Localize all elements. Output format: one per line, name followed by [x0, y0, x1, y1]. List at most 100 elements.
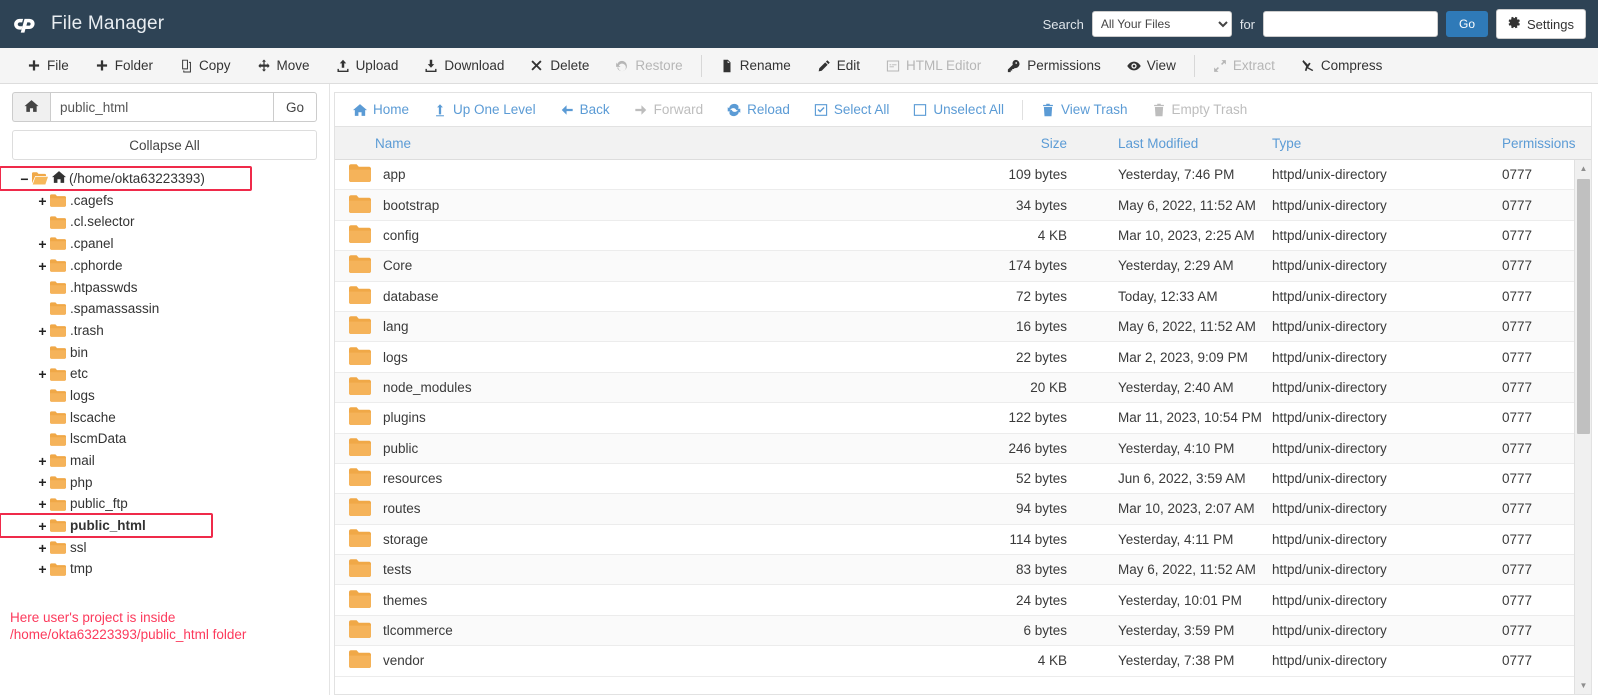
tree-node-ssl[interactable]: + ssl	[12, 537, 317, 559]
expand-icon[interactable]: +	[38, 366, 47, 383]
collapse-all-button[interactable]: Collapse All	[12, 130, 317, 160]
search-go-button[interactable]: Go	[1446, 11, 1489, 37]
file-name-cell[interactable]: config	[335, 225, 965, 246]
settings-button[interactable]: Settings	[1496, 9, 1586, 39]
path-go-button[interactable]: Go	[273, 92, 317, 122]
expand-icon[interactable]: +	[38, 235, 47, 252]
file-name-cell[interactable]: logs	[335, 346, 965, 368]
file-name-cell[interactable]: app	[335, 164, 965, 185]
expand-icon[interactable]: +	[38, 452, 47, 469]
vertical-scrollbar[interactable]: ▲ ▼	[1574, 160, 1591, 694]
toolbar-permissions-button[interactable]: Permissions	[994, 48, 1114, 83]
file-name-cell[interactable]: tlcommerce	[335, 620, 965, 641]
expand-icon[interactable]: +	[38, 474, 47, 491]
tree-node-tmp[interactable]: + tmp	[12, 558, 317, 580]
file-name-cell[interactable]: lang	[335, 316, 965, 337]
toolbar-move-button[interactable]: Move	[244, 48, 323, 83]
file-name-cell[interactable]: storage	[335, 529, 965, 550]
column-header-last-modified[interactable]: Last Modified	[1118, 135, 1199, 151]
file-name-cell[interactable]: Core	[335, 255, 965, 276]
tree-node-etc[interactable]: + etc	[12, 363, 317, 385]
nav-home-button[interactable]: Home	[341, 93, 421, 126]
file-row[interactable]: vendor 4 KB Yesterday, 7:38 PM httpd/unix-d…	[335, 646, 1591, 677]
nav-back-button[interactable]: Back	[548, 93, 622, 126]
file-name-cell[interactable]: tests	[335, 559, 965, 580]
nav-select-all-button[interactable]: Select All	[802, 93, 902, 126]
tree-node-public_ftp[interactable]: + public_ftp	[12, 493, 317, 515]
file-row[interactable]: resources 52 bytes Jun 6, 2022, 3:59 AM htt…	[335, 463, 1591, 495]
column-header-permissions[interactable]: Permissions	[1502, 135, 1576, 151]
expand-icon[interactable]: +	[38, 561, 47, 578]
file-row[interactable]: logs 22 bytes Mar 2, 2023, 9:09 PM httpd/un…	[335, 342, 1591, 373]
toolbar-view-button[interactable]: View	[1114, 48, 1189, 83]
file-name-cell[interactable]: plugins	[335, 407, 965, 428]
tree-node-public_html[interactable]: + public_html	[0, 513, 317, 538]
tree-node-lscache[interactable]: +lscache	[12, 407, 317, 429]
file-name-cell[interactable]: vendor	[335, 650, 965, 671]
column-header-type[interactable]: Type	[1272, 135, 1302, 151]
scroll-up-arrow-icon[interactable]: ▲	[1579, 164, 1588, 173]
nav-view-trash-button[interactable]: View Trash	[1029, 93, 1140, 126]
file-row[interactable]: plugins 122 bytes Mar 11, 2023, 10:54 PM ht…	[335, 403, 1591, 434]
expand-icon[interactable]: +	[38, 539, 47, 556]
file-name-cell[interactable]: database	[335, 285, 965, 307]
file-name-cell[interactable]: resources	[335, 468, 965, 489]
toolbar-edit-button[interactable]: Edit	[804, 48, 873, 83]
toolbar-compress-button[interactable]: Compress	[1288, 48, 1396, 83]
file-name-cell[interactable]: public	[335, 437, 965, 459]
toolbar-delete-button[interactable]: Delete	[517, 48, 602, 83]
tree-node-mail[interactable]: + mail	[12, 450, 317, 472]
file-row[interactable]: routes 94 bytes Mar 10, 2023, 2:07 AM httpd…	[335, 494, 1591, 525]
nav-up-one-level-button[interactable]: Up One Level	[421, 93, 548, 126]
file-row[interactable]: tests 83 bytes May 6, 2022, 11:52 AM httpd/…	[335, 555, 1591, 586]
expand-icon[interactable]: +	[38, 517, 47, 534]
column-header-size[interactable]: Size	[1040, 135, 1067, 151]
file-row[interactable]: Core 174 bytes Yesterday, 2:29 AM httpd/uni…	[335, 251, 1591, 282]
tree-node-htpasswds[interactable]: +.htpasswds	[12, 276, 317, 298]
file-row[interactable]: lang 16 bytes May 6, 2022, 11:52 AM httpd/u…	[335, 311, 1591, 343]
file-row[interactable]: themes 24 bytes Yesterday, 10:01 PM httpd/u…	[335, 585, 1591, 616]
file-row[interactable]: bootstrap 34 bytes May 6, 2022, 11:52 AM ht…	[335, 190, 1591, 221]
column-header-name[interactable]: Name	[375, 135, 412, 151]
tree-node-php[interactable]: + php	[12, 472, 317, 494]
tree-node-homeokta63223393[interactable]: − (/home/okta63223393)	[0, 166, 317, 191]
scroll-down-arrow-icon[interactable]: ▼	[1579, 681, 1588, 690]
file-name-cell[interactable]: themes	[335, 589, 965, 611]
toolbar-copy-button[interactable]: Copy	[166, 48, 244, 83]
file-row[interactable]: config 4 KB Mar 10, 2023, 2:25 AM httpd/uni…	[335, 220, 1591, 252]
file-row[interactable]: storage 114 bytes Yesterday, 4:11 PM httpd/…	[335, 524, 1591, 556]
toolbar-download-button[interactable]: Download	[411, 48, 517, 83]
collapse-icon[interactable]: −	[20, 170, 29, 187]
tree-node-spamassassin[interactable]: +.spamassassin	[12, 298, 317, 320]
tree-node-bin[interactable]: +bin	[12, 342, 317, 364]
expand-icon[interactable]: +	[38, 257, 47, 274]
search-scope-select[interactable]: All Your Files	[1091, 11, 1232, 37]
file-row[interactable]: database 72 bytes Today, 12:33 AM httpd/uni…	[335, 281, 1591, 312]
tree-node-logs[interactable]: +logs	[12, 385, 317, 407]
search-input[interactable]	[1263, 11, 1438, 37]
sidebar-home-button[interactable]	[12, 92, 50, 122]
tree-node-lscmdata[interactable]: +lscmData	[12, 428, 317, 450]
nav-reload-button[interactable]: Reload	[715, 93, 802, 126]
nav-unselect-all-button[interactable]: Unselect All	[901, 93, 1016, 126]
file-name-cell[interactable]: bootstrap	[335, 194, 965, 216]
expand-icon[interactable]: +	[38, 496, 47, 513]
expand-icon[interactable]: +	[38, 192, 47, 209]
file-row[interactable]: app 109 bytes Yesterday, 7:46 PM httpd/unix…	[335, 160, 1591, 191]
file-row[interactable]: public 246 bytes Yesterday, 4:10 PM httpd/u…	[335, 433, 1591, 464]
tree-node-cpanel[interactable]: + .cpanel	[12, 233, 317, 255]
toolbar-folder-button[interactable]: Folder	[82, 48, 166, 83]
tree-node-clselector[interactable]: +.cl.selector	[12, 211, 317, 233]
file-row[interactable]: tlcommerce 6 bytes Yesterday, 3:59 PM httpd…	[335, 615, 1591, 647]
toolbar-upload-button[interactable]: Upload	[323, 48, 412, 83]
path-input[interactable]	[50, 92, 273, 122]
toolbar-rename-button[interactable]: Rename	[707, 48, 804, 83]
file-name-cell[interactable]: routes	[335, 498, 965, 519]
file-row[interactable]: node_modules 20 KB Yesterday, 2:40 AM httpd…	[335, 372, 1591, 404]
file-name-cell[interactable]: node_modules	[335, 377, 965, 398]
tree-node-cphorde[interactable]: + .cphorde	[12, 255, 317, 277]
toolbar-file-button[interactable]: File	[14, 48, 82, 83]
scrollbar-thumb[interactable]	[1577, 179, 1590, 434]
expand-icon[interactable]: +	[38, 322, 47, 339]
tree-node-cagefs[interactable]: + .cagefs	[12, 190, 317, 212]
